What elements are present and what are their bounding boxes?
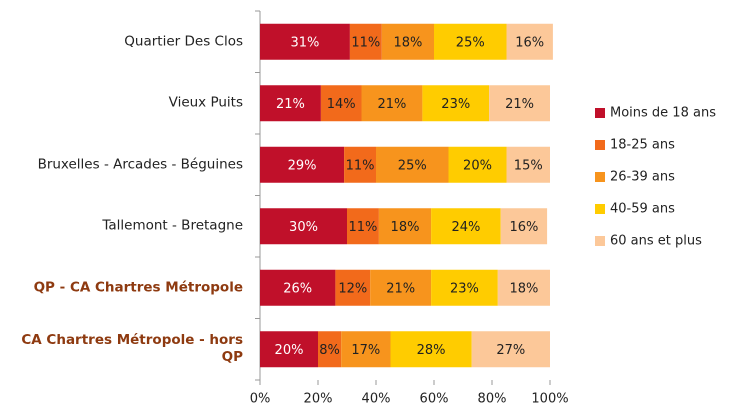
bar-segment [341, 331, 391, 368]
value-label: 14% [327, 97, 356, 112]
value-label: 20% [463, 158, 492, 173]
bar-segment [381, 23, 434, 60]
bar-segment [489, 85, 550, 122]
bar-segment [260, 208, 347, 245]
value-label: 18% [509, 281, 538, 296]
x-tick-label: 40% [362, 392, 391, 407]
bar-segment [370, 269, 432, 306]
value-label: 24% [451, 220, 480, 235]
value-label: 11% [346, 158, 375, 173]
value-label: 16% [509, 220, 538, 235]
value-label: 11% [351, 35, 380, 50]
value-label: 20% [275, 343, 304, 358]
bar-segment [260, 269, 336, 306]
legend-label: Moins de 18 ans [610, 106, 716, 121]
bar-segment [335, 269, 371, 306]
value-label: 18% [393, 35, 422, 50]
x-tick-label: 0% [250, 392, 271, 407]
bar-segment [434, 23, 507, 60]
bar-segment [349, 23, 382, 60]
bar-segment [376, 146, 449, 183]
legend-label: 26-39 ans [610, 170, 675, 185]
legend-label: 60 ans et plus [610, 234, 702, 249]
x-tick-label: 100% [531, 392, 568, 407]
bar-segment [260, 85, 321, 122]
value-label: 8% [319, 343, 340, 358]
value-label: 28% [417, 343, 446, 358]
bar-segment [497, 269, 550, 306]
legend-swatch [595, 172, 605, 182]
value-label: 18% [391, 220, 420, 235]
bar-segment [506, 146, 550, 183]
legend-swatch [595, 204, 605, 214]
bar-segment [431, 269, 498, 306]
bar-segment [506, 23, 553, 60]
legend-swatch [595, 236, 605, 246]
value-label: 23% [441, 97, 470, 112]
value-label: 25% [456, 35, 485, 50]
value-label: 17% [351, 343, 380, 358]
legend-swatch [595, 140, 605, 150]
bar-segment [347, 208, 379, 245]
value-label: 27% [496, 343, 525, 358]
value-label: 16% [515, 35, 544, 50]
x-tick-label: 60% [420, 392, 449, 407]
value-label: 21% [386, 281, 415, 296]
bar-segment [390, 331, 472, 368]
value-label: 21% [276, 97, 305, 112]
bar-segment [422, 85, 490, 122]
value-label: 15% [514, 158, 543, 173]
bar-segment [260, 23, 350, 60]
bar-segment [318, 331, 342, 368]
value-label: 11% [348, 220, 377, 235]
value-label: 21% [505, 97, 534, 112]
category-label: Tallemont - Bretagne [102, 217, 243, 234]
bar-segment [260, 331, 318, 368]
category-label: Vieux Puits [168, 94, 243, 111]
category-label: Quartier Des Clos [124, 33, 243, 50]
x-tick-label: 80% [478, 392, 507, 407]
category-label: CA Chartres Métropole - hors QP [21, 332, 243, 366]
bar-segment [260, 146, 345, 183]
bar-segment [378, 208, 432, 245]
legend-label: 18-25 ans [610, 138, 675, 153]
category-label: QP - CA Chartres Métropole [33, 279, 243, 296]
bar-segment [361, 85, 423, 122]
x-tick-label: 20% [304, 392, 333, 407]
bar-segment [471, 331, 550, 368]
bar-segment [448, 146, 507, 183]
value-label: 12% [338, 281, 367, 296]
value-label: 23% [450, 281, 479, 296]
value-label: 31% [290, 35, 319, 50]
legend-swatch [595, 108, 605, 118]
value-label: 29% [288, 158, 317, 173]
value-label: 26% [283, 281, 312, 296]
legend-label: 40-59 ans [610, 202, 675, 217]
bar-segment [320, 85, 362, 122]
category-label: Bruxelles - Arcades - Béguines [37, 156, 243, 173]
value-label: 30% [289, 220, 318, 235]
bar-segment [344, 146, 376, 183]
value-label: 21% [377, 97, 406, 112]
bar-segment [500, 208, 548, 245]
value-label: 25% [398, 158, 427, 173]
bar-segment [431, 208, 501, 245]
